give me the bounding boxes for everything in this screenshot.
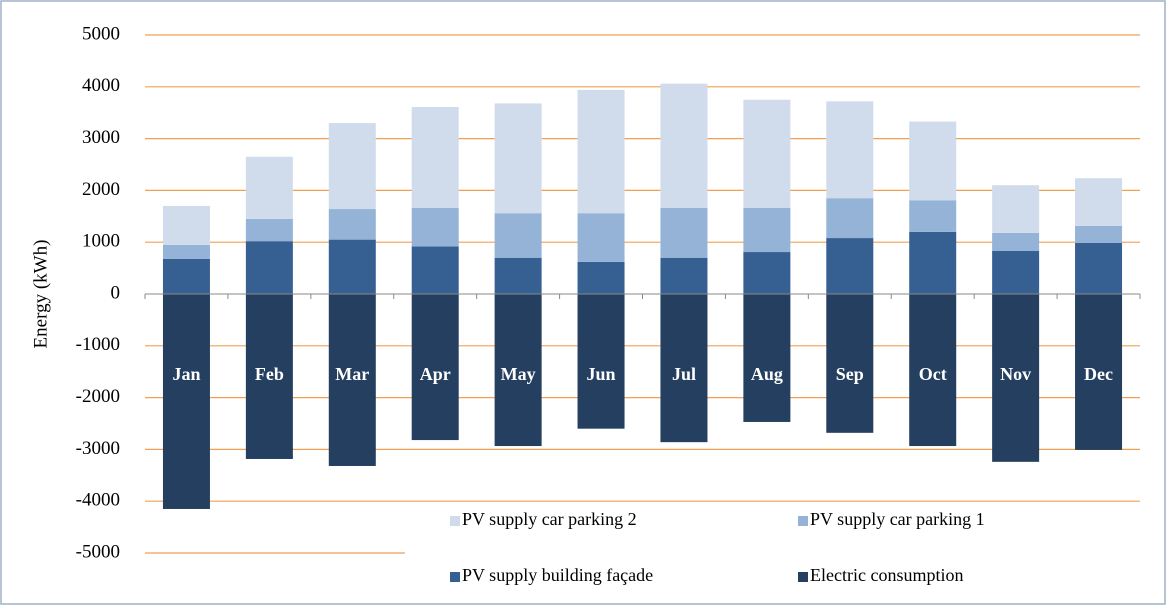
- legend-label: PV supply building façade: [462, 565, 653, 585]
- bar-segment: [992, 185, 1040, 233]
- bar-segment: [743, 294, 791, 422]
- bar-segment: [826, 101, 874, 199]
- bar-segment: [992, 232, 1040, 252]
- bar-segment: [328, 239, 376, 294]
- bar-segment: [909, 294, 957, 447]
- x-tick-label: Jan: [172, 364, 200, 384]
- bar-segment: [660, 257, 708, 294]
- legend-label: PV supply car parking 2: [462, 509, 637, 529]
- y-tick-label: -5000: [76, 541, 120, 562]
- bar-segment: [494, 103, 542, 214]
- bar-segment: [494, 213, 542, 258]
- legend-swatch: [798, 516, 808, 526]
- bar-segment: [577, 261, 625, 294]
- bar-segment: [411, 107, 459, 209]
- legend-swatch: [450, 516, 460, 526]
- y-tick-label: -4000: [76, 490, 120, 511]
- bar-segment: [577, 294, 625, 429]
- bar-segment: [245, 294, 293, 459]
- y-tick-label: -3000: [76, 438, 120, 459]
- bar-segment: [162, 205, 210, 245]
- bar-segment: [162, 294, 210, 509]
- bar-segment: [1075, 178, 1123, 226]
- bar-segment: [743, 208, 791, 253]
- bar-segment: [743, 99, 791, 209]
- bar-segment: [1075, 225, 1123, 243]
- bar-segment: [660, 83, 708, 209]
- bar-segment: [411, 294, 459, 441]
- bar-segment: [909, 121, 957, 201]
- bar-segment: [826, 238, 874, 294]
- bar-segment: [992, 251, 1040, 294]
- legend-background: [405, 503, 1140, 603]
- bar-segment: [245, 156, 293, 219]
- legend-swatch: [798, 572, 808, 582]
- bar-segment: [1075, 294, 1123, 450]
- y-tick-label: 2000: [82, 179, 120, 200]
- y-tick-label: -1000: [76, 334, 120, 355]
- x-tick-label: Aug: [751, 364, 783, 384]
- bar-segment: [660, 208, 708, 258]
- x-tick-label: Jun: [587, 364, 616, 384]
- bar-segment: [743, 252, 791, 294]
- x-tick-label: Jul: [672, 364, 696, 384]
- y-tick-label: -2000: [76, 386, 120, 407]
- x-tick-label: Mar: [335, 364, 369, 384]
- x-tick-label: Feb: [255, 364, 284, 384]
- bar-segment: [577, 89, 625, 214]
- bar-segment: [494, 257, 542, 294]
- bar-segment: [328, 209, 376, 240]
- bar-segment: [411, 246, 459, 294]
- x-tick-label: May: [501, 364, 536, 384]
- y-tick-label: 4000: [82, 75, 120, 96]
- bar-segment: [245, 241, 293, 294]
- x-tick-label: Dec: [1084, 364, 1113, 384]
- bar-segment: [1075, 242, 1123, 294]
- legend-label: PV supply car parking 1: [810, 509, 985, 529]
- y-tick-label: 5000: [82, 23, 120, 44]
- bar-segment: [328, 294, 376, 466]
- bar-segment: [577, 213, 625, 262]
- x-tick-label: Apr: [420, 364, 451, 384]
- x-tick-label: Nov: [1000, 364, 1031, 384]
- y-tick-label: 3000: [82, 127, 120, 148]
- y-axis-label: Energy (kWh): [30, 240, 51, 349]
- y-tick-label: 1000: [82, 231, 120, 252]
- bar-segment: [245, 218, 293, 242]
- bar-segment: [328, 123, 376, 210]
- bar-segment: [909, 200, 957, 232]
- bar-segment: [826, 294, 874, 433]
- bar-segment: [162, 244, 210, 259]
- legend-label: Electric consumption: [810, 565, 963, 585]
- bar-segment: [826, 198, 874, 239]
- x-tick-label: Oct: [919, 364, 947, 384]
- bar-segment: [411, 208, 459, 247]
- bar-segment: [992, 294, 1040, 462]
- bar-segment: [494, 294, 542, 447]
- bar-segment: [909, 231, 957, 294]
- x-tick-label: Sep: [836, 364, 864, 384]
- bar-segment: [162, 258, 210, 294]
- y-tick-label: 0: [111, 282, 121, 303]
- bar-segment: [660, 294, 708, 443]
- legend-swatch: [450, 572, 460, 582]
